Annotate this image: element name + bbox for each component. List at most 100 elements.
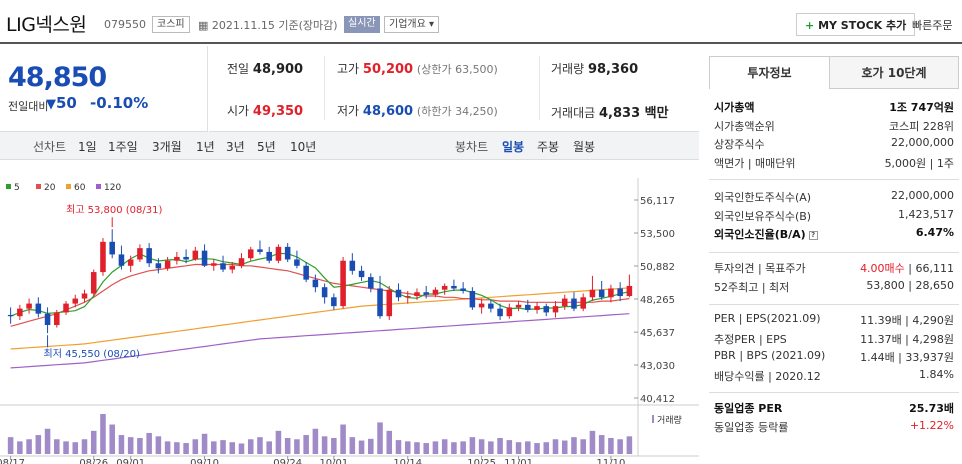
volume-bar [174, 442, 180, 454]
y-tick-label: 45,637 [640, 328, 675, 339]
volume-bar [580, 439, 586, 454]
candle-body [220, 263, 226, 270]
candle-body [44, 313, 51, 326]
volume-bar [432, 441, 439, 454]
info-row-rows3-0: 투자의견 | 목표주가 4.00매수 | 66,111 [714, 260, 954, 276]
stock-header: LIG넥스원 079550 코스피 ▦ 2021.11.15 기준(장마감) 실… [0, 0, 962, 44]
upper-limit: (상한가 63,500) [416, 63, 498, 76]
ma60-line [10, 287, 630, 350]
info-row-rows1-0: 시가총액 1조 747억원 [714, 99, 954, 115]
x-tick-label: 10/01 [319, 458, 348, 464]
change-amount: 50 [56, 94, 77, 112]
x-tick-label: 11/01 [504, 458, 533, 464]
high-value: 50,200 [362, 62, 414, 77]
volume-bar [506, 440, 513, 454]
prev-value: 48,900 [252, 62, 304, 77]
volume-bar [109, 424, 115, 454]
candle-body [423, 292, 429, 295]
candle-body [525, 304, 531, 310]
volume-bar [17, 441, 23, 454]
candle-body [127, 259, 134, 266]
candle-body [478, 303, 485, 308]
candle-body [441, 285, 448, 290]
legend-label: 5 [14, 183, 20, 193]
info-row-rows2-2: 외국인소진율(B/A)? 6.47% [714, 226, 954, 242]
candlestick-chart[interactable]: 56,117 53,500 50,882 48,265 45,637 43,030 40,4… [0, 160, 699, 464]
candle-body [183, 256, 189, 260]
volume-bar [441, 439, 448, 454]
volume-bar [90, 430, 97, 454]
info-value: 1조 747억원 [889, 101, 954, 114]
tab-investment-info[interactable]: 투자정보 [709, 56, 830, 89]
tab-daily[interactable]: 일봉 [502, 140, 525, 154]
volume-bar [321, 436, 328, 454]
candle-body [229, 265, 236, 270]
info-value: 11.39배 | 4,290원 [860, 314, 954, 327]
volume-bar [44, 428, 51, 454]
tab-1y[interactable]: 1년 [196, 140, 215, 154]
volume-label: 거래량 [551, 62, 585, 76]
add-mystock-button[interactable]: + MY STOCK 추가 [796, 13, 916, 36]
info-value: 25.73배 [909, 402, 954, 415]
candle-body [63, 303, 69, 313]
tab-3m[interactable]: 3개월 [152, 140, 182, 154]
realtime-button[interactable]: 실시간 [344, 16, 380, 33]
tab-monthly[interactable]: 월봉 [573, 140, 596, 154]
amount-value: 4,833 백만 [599, 106, 669, 121]
y-tick-label: 40,412 [640, 394, 675, 405]
info-label: 52주최고 | 최저 [714, 280, 790, 294]
company-info-dropdown[interactable]: 기업개요 ▾ [384, 16, 439, 33]
tab-order-book[interactable]: 호가 10단계 [829, 56, 959, 89]
candle-body [164, 260, 171, 269]
candle-body [100, 241, 106, 273]
info-label: 상장주식수 [714, 138, 765, 151]
info-value: 1.44배 | 33,937원 [860, 351, 954, 364]
y-tick-label: 53,500 [640, 229, 675, 240]
tab-10y[interactable]: 10년 [290, 140, 317, 154]
candle-body [451, 285, 457, 289]
candle-body [312, 279, 319, 288]
candle-body [432, 289, 439, 295]
candle-body [358, 270, 365, 278]
quick-order-button[interactable]: 빠른주문 [912, 19, 953, 32]
candle-body [257, 249, 263, 252]
low-price: 저가 48,600 (하한가 34,250) [337, 102, 498, 119]
info-row-rows4-2: PBR | BPS (2021.09) 1.44배 | 33,937원 [714, 349, 954, 365]
info-value: 11.37배 | 4,298원 [860, 332, 954, 346]
candle-body [414, 292, 420, 297]
candle-body [404, 296, 411, 298]
change-label: 전일대비 [8, 100, 49, 113]
tab-weekly[interactable]: 주봉 [537, 140, 560, 154]
help-icon[interactable]: ? [808, 230, 818, 240]
info-value: 4.00매수 | 66,111 [860, 262, 954, 275]
candle-body [331, 297, 337, 307]
volume-bar [340, 424, 346, 454]
volume-bar [460, 441, 466, 454]
tab-1d[interactable]: 1일 [78, 140, 97, 154]
candle-body [571, 298, 577, 309]
volume-bar [608, 438, 614, 454]
legend-swatch [96, 184, 101, 189]
ma120-line [10, 313, 630, 369]
candle-body [497, 308, 503, 317]
info-label: 외국인보유주식수(B) [714, 209, 812, 223]
chart-tabbar: 선차트 1일 1주일 3개월 1년 3년 5년 10년 봉차트 일봉 주봉 월봉 [0, 132, 699, 160]
volume-bar [54, 439, 60, 454]
info-value: 5,000원 | 1주 [884, 156, 954, 170]
tab-3y[interactable]: 3년 [226, 140, 245, 154]
line-chart-label: 선차트 [33, 140, 67, 154]
info-label: 시가총액순위 [714, 119, 775, 133]
candle-body [377, 288, 383, 317]
tab-5y[interactable]: 5년 [257, 140, 276, 154]
legend-label: 120 [104, 183, 121, 193]
info-label: 동일업종 등락률 [714, 420, 789, 434]
volume-bar [229, 442, 236, 454]
candle-body [386, 289, 393, 317]
stock-code: 079550 [104, 18, 146, 31]
candle-body [460, 288, 466, 291]
candle-body [340, 260, 346, 307]
candle-body [174, 256, 180, 261]
volume-bar [303, 435, 309, 454]
tab-1w[interactable]: 1주일 [108, 140, 138, 154]
volume-bar [515, 442, 522, 454]
